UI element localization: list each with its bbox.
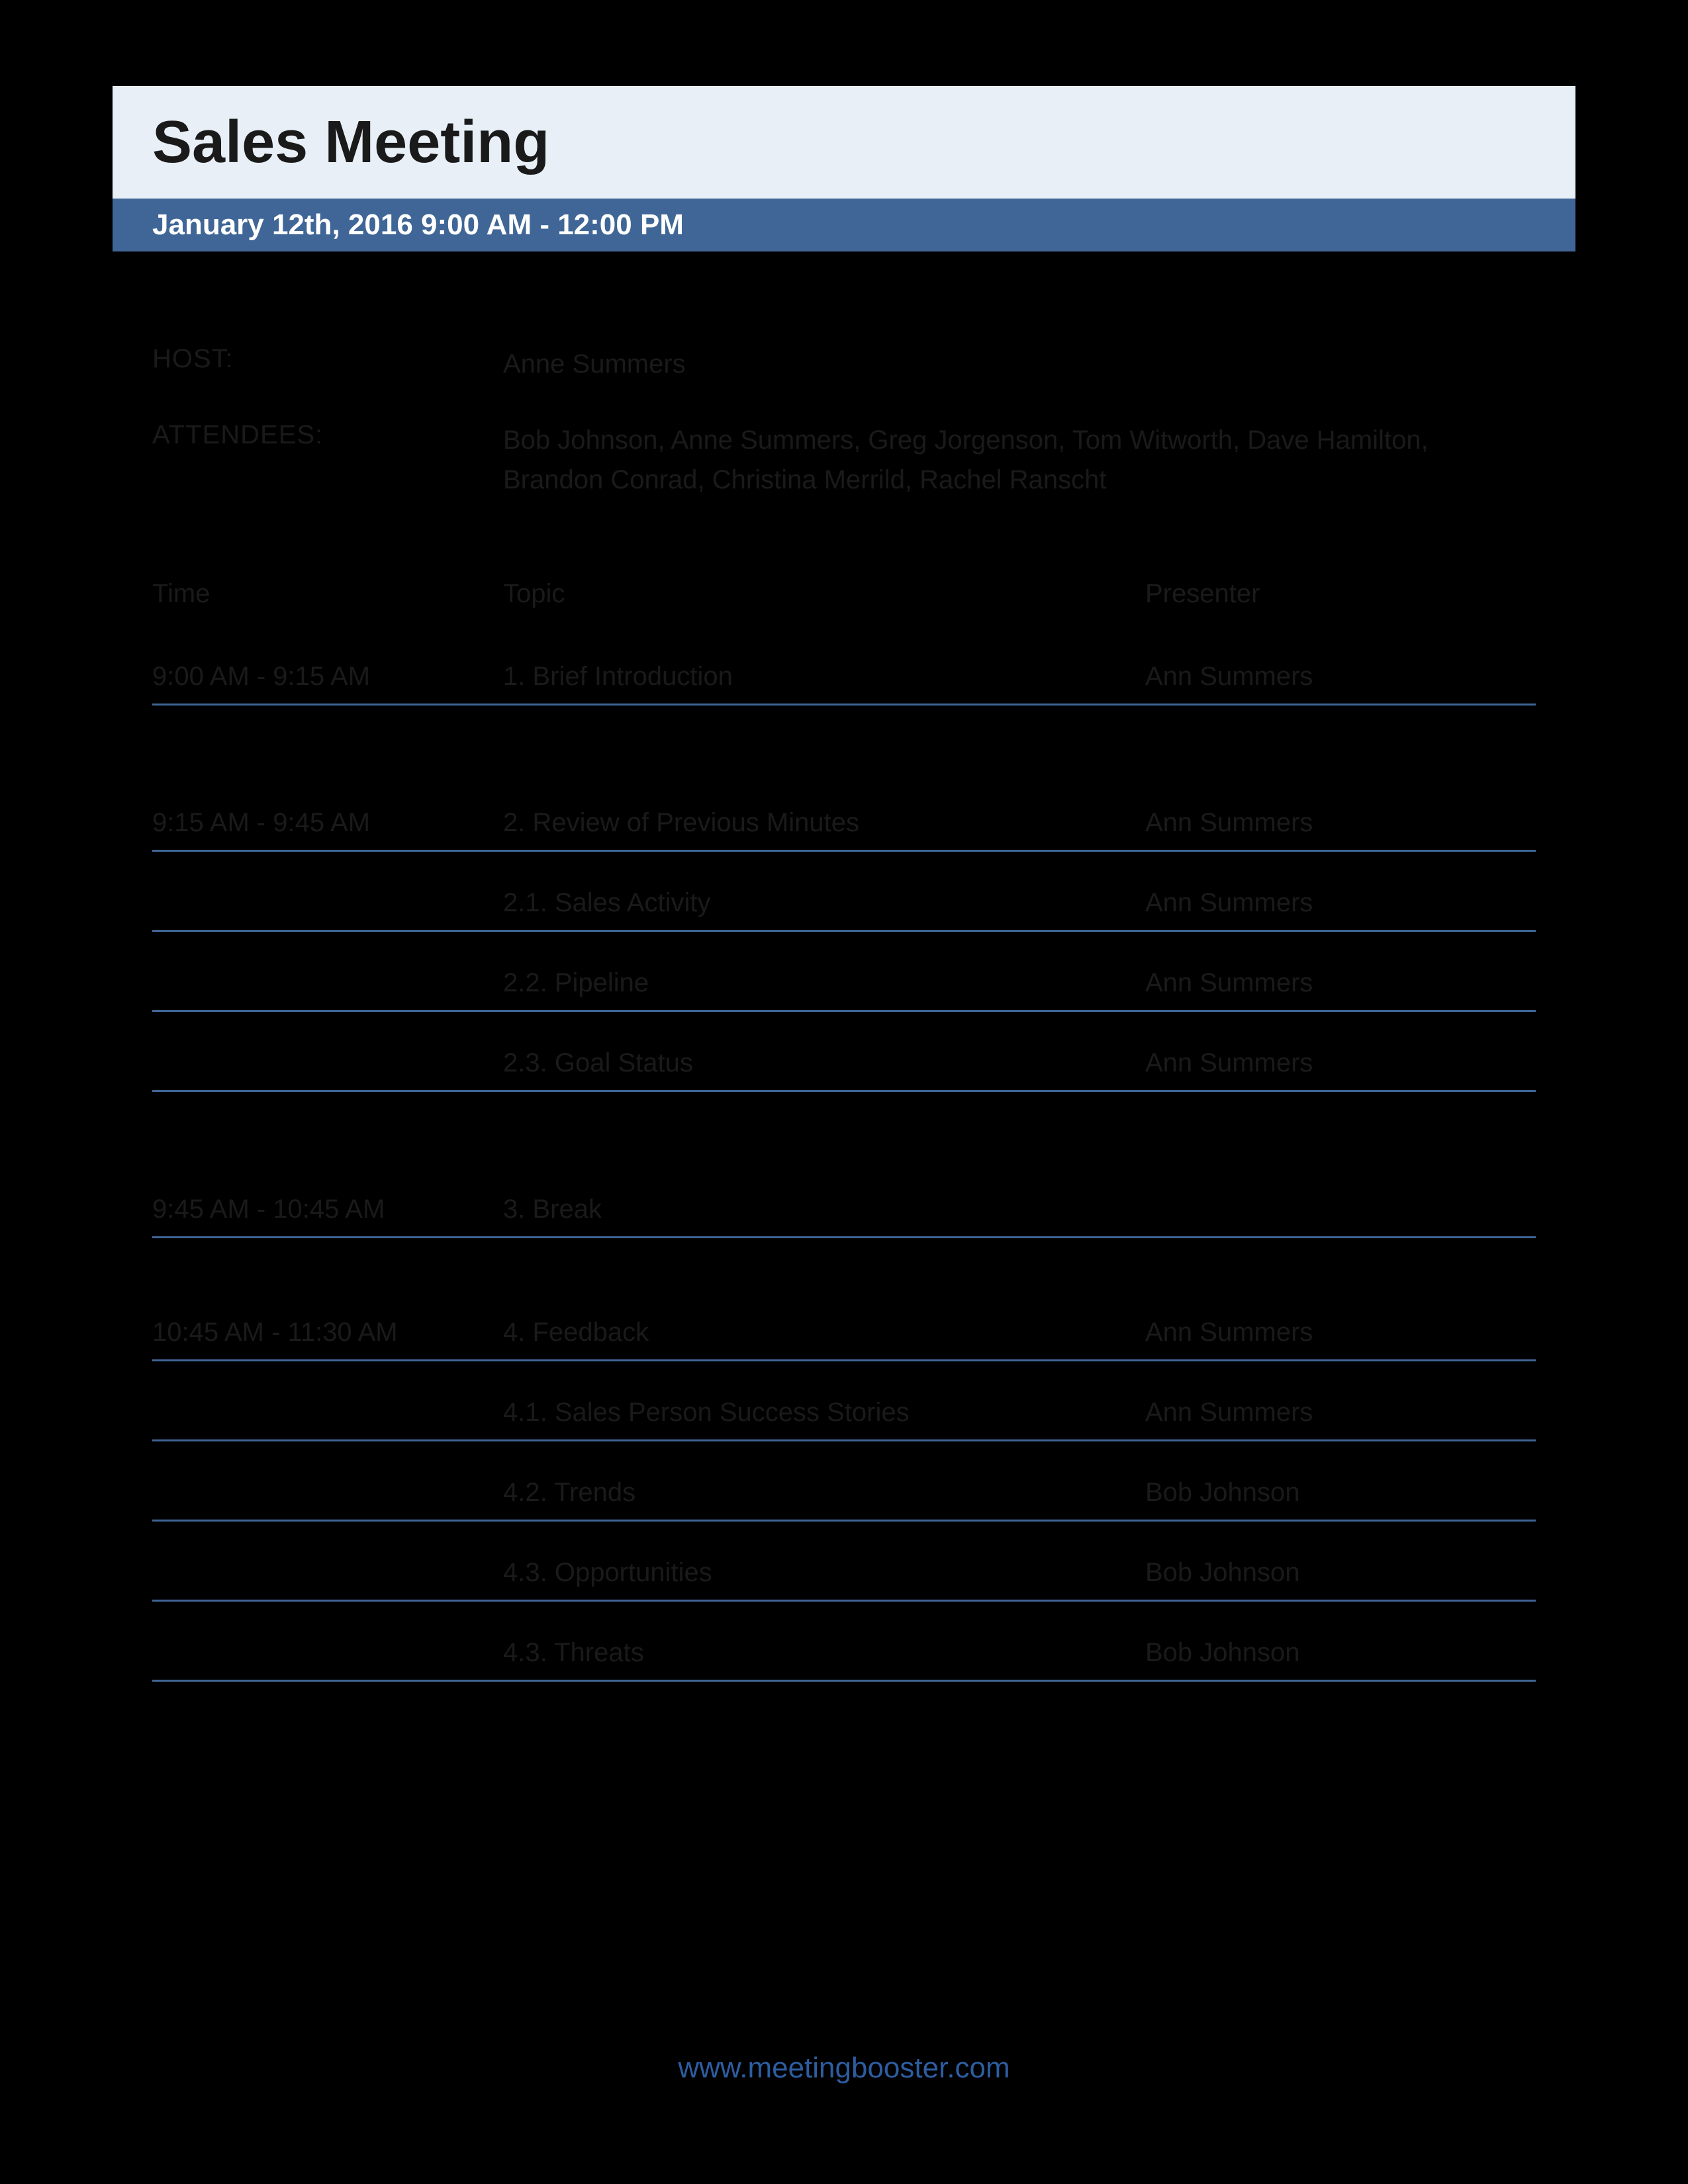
agenda-presenter: Bob Johnson <box>1145 1558 1536 1588</box>
agenda-time: 9:45 AM - 10:45 AM <box>152 1195 503 1224</box>
section-gap <box>152 742 1536 808</box>
agenda-time: 9:15 AM - 9:45 AM <box>152 808 503 838</box>
attendees-row: ATTENDEES: Bob Johnson, Anne Summers, Gr… <box>152 420 1536 500</box>
agenda-row: 4.1. Sales Person Success StoriesAnn Sum… <box>152 1398 1536 1441</box>
agenda-row: 4.3. OpportunitiesBob Johnson <box>152 1558 1536 1602</box>
attendees-value: Bob Johnson, Anne Summers, Greg Jorgenso… <box>503 420 1430 500</box>
agenda-header-row: Time Topic Presenter <box>152 579 1536 609</box>
content-area: HOST: Anne Summers ATTENDEES: Bob Johnso… <box>152 344 1536 1718</box>
agenda-topic: 1. Brief Introduction <box>503 662 1145 692</box>
subtitle-band: January 12th, 2016 9:00 AM - 12:00 PM <box>113 199 1575 251</box>
agenda-presenter: Ann Summers <box>1145 1398 1536 1428</box>
agenda-topic: 4.3. Opportunities <box>503 1558 1145 1588</box>
agenda-row: 10:45 AM - 11:30 AM4. FeedbackAnn Summer… <box>152 1318 1536 1361</box>
agenda-topic: 4. Feedback <box>503 1318 1145 1347</box>
agenda-time: 10:45 AM - 11:30 AM <box>152 1318 503 1347</box>
agenda-body: 9:00 AM - 9:15 AM1. Brief IntroductionAn… <box>152 662 1536 1682</box>
agenda-time: 9:00 AM - 9:15 AM <box>152 662 503 692</box>
agenda-presenter: Ann Summers <box>1145 808 1536 838</box>
agenda-presenter: Ann Summers <box>1145 888 1536 918</box>
meeting-datetime: January 12th, 2016 9:00 AM - 12:00 PM <box>152 208 684 242</box>
col-header-topic: Topic <box>503 579 1145 609</box>
section-gap <box>152 1128 1536 1195</box>
host-label: HOST: <box>152 344 503 384</box>
agenda-row: 4.3. ThreatsBob Johnson <box>152 1638 1536 1682</box>
agenda-topic: 4.2. Trends <box>503 1478 1145 1508</box>
agenda-presenter: Ann Summers <box>1145 968 1536 998</box>
agenda-topic: 2.2. Pipeline <box>503 968 1145 998</box>
agenda-row: 2.1. Sales ActivityAnn Summers <box>152 888 1536 932</box>
agenda-table: Time Topic Presenter 9:00 AM - 9:15 AM1.… <box>152 579 1536 1682</box>
agenda-row: 9:00 AM - 9:15 AM1. Brief IntroductionAn… <box>152 662 1536 705</box>
agenda-topic: 2.3. Goal Status <box>503 1048 1145 1078</box>
agenda-presenter: Bob Johnson <box>1145 1478 1536 1508</box>
agenda-presenter: Ann Summers <box>1145 1048 1536 1078</box>
page-title: Sales Meeting <box>152 109 549 177</box>
col-header-time: Time <box>152 579 503 609</box>
agenda-presenter: Bob Johnson <box>1145 1638 1536 1668</box>
section-gap <box>152 1275 1536 1318</box>
host-row: HOST: Anne Summers <box>152 344 1536 384</box>
agenda-row: 2.3. Goal StatusAnn Summers <box>152 1048 1536 1092</box>
agenda-row: 9:45 AM - 10:45 AM3. Break <box>152 1195 1536 1238</box>
agenda-topic: 3. Break <box>503 1195 1145 1224</box>
col-header-presenter: Presenter <box>1145 579 1536 609</box>
agenda-topic: 2. Review of Previous Minutes <box>503 808 1145 838</box>
agenda-row: 9:15 AM - 9:45 AM2. Review of Previous M… <box>152 808 1536 852</box>
agenda-topic: 4.1. Sales Person Success Stories <box>503 1398 1145 1428</box>
agenda-presenter: Ann Summers <box>1145 1318 1536 1347</box>
attendees-label: ATTENDEES: <box>152 420 503 500</box>
host-value: Anne Summers <box>503 344 686 384</box>
footer-link[interactable]: www.meetingbooster.com <box>0 2052 1688 2085</box>
agenda-topic: 2.1. Sales Activity <box>503 888 1145 918</box>
agenda-topic: 4.3. Threats <box>503 1638 1145 1668</box>
title-band: Sales Meeting <box>113 86 1575 199</box>
agenda-row: 4.2. TrendsBob Johnson <box>152 1478 1536 1522</box>
agenda-presenter: Ann Summers <box>1145 662 1536 692</box>
agenda-row: 2.2. PipelineAnn Summers <box>152 968 1536 1012</box>
